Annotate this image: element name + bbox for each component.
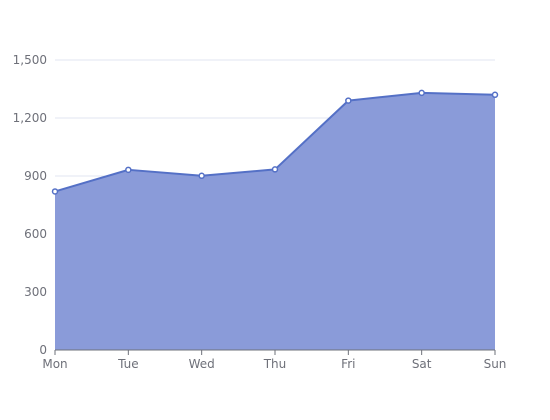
- data-point-wed[interactable]: [198, 172, 205, 180]
- axes: [54, 349, 496, 355]
- x-tick-label: Sun: [484, 357, 507, 371]
- area-series: [54, 91, 496, 350]
- y-tick-label: 0: [39, 343, 47, 357]
- data-point-sat[interactable]: [418, 89, 425, 97]
- x-tick-label: Wed: [189, 357, 215, 371]
- data-markers: [51, 89, 499, 195]
- data-point-fri[interactable]: [345, 97, 352, 104]
- y-tick-label: 900: [24, 169, 47, 183]
- data-point-thu[interactable]: [271, 166, 279, 173]
- y-tick-label: 600: [24, 227, 47, 241]
- y-tick-label: 1,500: [13, 53, 47, 67]
- area-fill: [55, 92, 495, 350]
- x-tick-label: Mon: [42, 357, 67, 371]
- y-tick-label: 300: [24, 285, 47, 299]
- tick-labels: 0 300 600 900 1,200 1,500 Mon Tue Wed Thu Fri Sat Su…: [13, 53, 507, 371]
- y-tick-label: 1,200: [13, 111, 47, 125]
- x-tick-label: Fri: [341, 357, 355, 371]
- x-tick-label: Sat: [412, 357, 432, 371]
- data-point-tue[interactable]: [125, 166, 132, 174]
- data-point-mon[interactable]: [51, 188, 59, 195]
- data-point-sun[interactable]: [491, 91, 499, 99]
- x-tick-label: Thu: [263, 357, 287, 371]
- x-tick-label: Tue: [117, 357, 139, 371]
